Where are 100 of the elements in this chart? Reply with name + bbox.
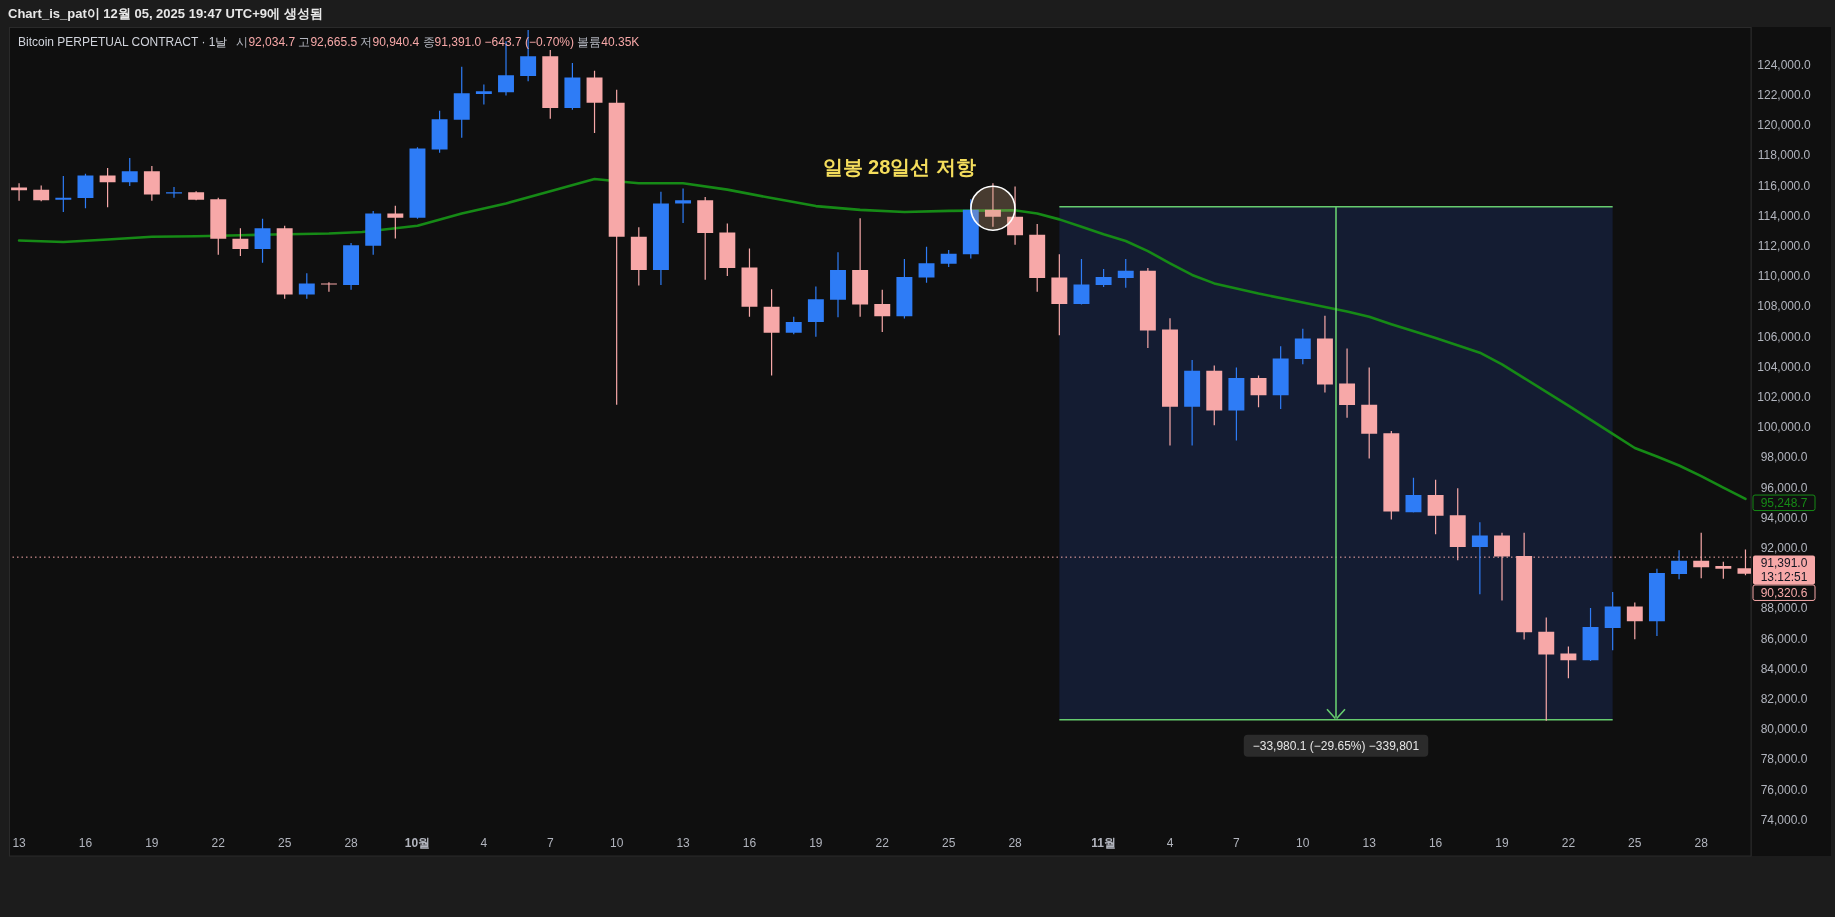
candlestick (1405, 477, 1422, 513)
y-tick-label: 80,000.0 (1760, 722, 1808, 737)
candlestick (874, 289, 891, 333)
data-label: 95,248.7 (1760, 495, 1808, 510)
candlestick (1471, 522, 1488, 595)
candlestick (1272, 346, 1289, 409)
candlestick (1427, 479, 1444, 535)
y-tick-label: 76,000.0 (1760, 782, 1808, 797)
candlestick (254, 218, 271, 263)
candlestick (1538, 617, 1555, 721)
candlestick (984, 183, 1001, 227)
x-tick-label: 22 (875, 836, 890, 850)
candlestick (1073, 259, 1090, 305)
candlestick (1715, 561, 1732, 579)
y-tick-label: 118,000.0 (1757, 148, 1811, 163)
y-tick-label: 104,000.0 (1757, 359, 1812, 374)
candlestick (785, 316, 802, 335)
y-tick-label: 116,000.0 (1757, 178, 1811, 193)
candlestick (542, 49, 559, 119)
y-tick-label: 124,000.0 (1757, 57, 1812, 72)
y-tick-label: 120,000.0 (1757, 118, 1812, 133)
candlestick (1206, 365, 1223, 426)
candlestick (210, 197, 227, 255)
candlestick (896, 259, 913, 319)
x-tick-label: 13 (1362, 836, 1377, 850)
candlestick (675, 188, 692, 223)
y-tick-label: 92,000.0 (1760, 540, 1808, 555)
candlestick (962, 199, 979, 259)
x-tick-label: 28 (1008, 836, 1023, 850)
candlestick (1671, 550, 1688, 580)
text: 90,320.6 (1760, 585, 1808, 600)
x-tick-label: 25 (941, 836, 956, 850)
y-tick-label: 112,000.0 (1757, 238, 1811, 253)
candlestick (453, 66, 470, 138)
ref-line-label: 91,391.0 (1760, 556, 1808, 571)
y-tick-label: 98,000.0 (1760, 450, 1808, 465)
x-tick-label: 22 (211, 836, 226, 850)
x-tick-label: 4 (480, 836, 488, 850)
candlestick (121, 157, 138, 186)
text: 13:12:51 (1760, 569, 1808, 584)
candlestick (1095, 269, 1112, 288)
y-tick-label: 86,000.0 (1760, 631, 1808, 646)
candlestick (1339, 348, 1356, 418)
candlestick (1250, 375, 1267, 408)
candlestick (1162, 318, 1178, 446)
candlestick (320, 282, 337, 292)
candlestick (1626, 602, 1643, 640)
candlestick (630, 227, 647, 286)
x-tick-label: 16 (1428, 836, 1443, 850)
candlestick (1361, 367, 1378, 459)
y-tick-label: 114,000.0 (1757, 208, 1811, 223)
candlestick (232, 228, 249, 256)
x-tick-label: 19 (145, 836, 159, 850)
x-tick-label: 13 (676, 836, 691, 850)
candlestick (1007, 186, 1024, 245)
y-tick-label: 110,000.0 (1757, 269, 1811, 284)
candlestick (143, 165, 160, 201)
candlestick (1604, 592, 1621, 651)
candlestick (365, 210, 382, 255)
candlestick (475, 84, 492, 105)
x-tick-label: 10 (609, 836, 624, 850)
text: Bitcoin PERPETUAL CONTRACT · 1날 (18, 35, 228, 49)
candlestick (564, 63, 581, 110)
candlestick (830, 252, 846, 318)
candlestick (298, 273, 315, 299)
candlestick (343, 243, 360, 290)
x-tick-label: 7 (1233, 836, 1241, 850)
candlestick (166, 187, 182, 198)
candlestick (11, 183, 28, 201)
candlestick (1316, 315, 1333, 393)
x-tick-label: 13 (12, 836, 27, 850)
y-tick-label: 78,000.0 (1760, 752, 1808, 767)
y-tick-label: 106,000.0 (1757, 329, 1812, 344)
candlestick (763, 289, 780, 376)
y-tick-label: 102,000.0 (1757, 389, 1812, 404)
candlestick (77, 173, 94, 209)
y-tick-label: 122,000.0 (1757, 87, 1812, 102)
candlestick (1383, 431, 1400, 520)
y-tick-label: 108,000.0 (1757, 299, 1812, 314)
candlestick (1228, 367, 1245, 441)
candlestick (1184, 360, 1201, 446)
candlestick (852, 218, 869, 317)
y-tick-label: 96,000.0 (1760, 480, 1808, 495)
candlestick (99, 168, 116, 208)
x-tick-label: 4 (1166, 836, 1174, 850)
candlestick (697, 197, 714, 280)
x-tick-label: 28 (1694, 836, 1709, 850)
x-tick-label: 28 (344, 836, 359, 850)
x-tick-label: 19 (809, 836, 823, 850)
candlestick (652, 191, 669, 285)
x-tick-label: 11월 (1091, 836, 1116, 850)
annotation: 일봉 28일선 저항 (822, 156, 976, 179)
candlestick (188, 191, 205, 201)
candlestick (1139, 268, 1156, 349)
x-tick-label: 19 (1495, 836, 1509, 850)
y-tick-label: 84,000.0 (1760, 661, 1808, 676)
x-tick-label: 22 (1561, 836, 1576, 850)
text: Chart_is_pat이 12월 05, 2025 19:47 UTC+9에 생성됨 (8, 6, 323, 21)
candlestick (1029, 224, 1046, 292)
candlestick (1648, 568, 1665, 636)
